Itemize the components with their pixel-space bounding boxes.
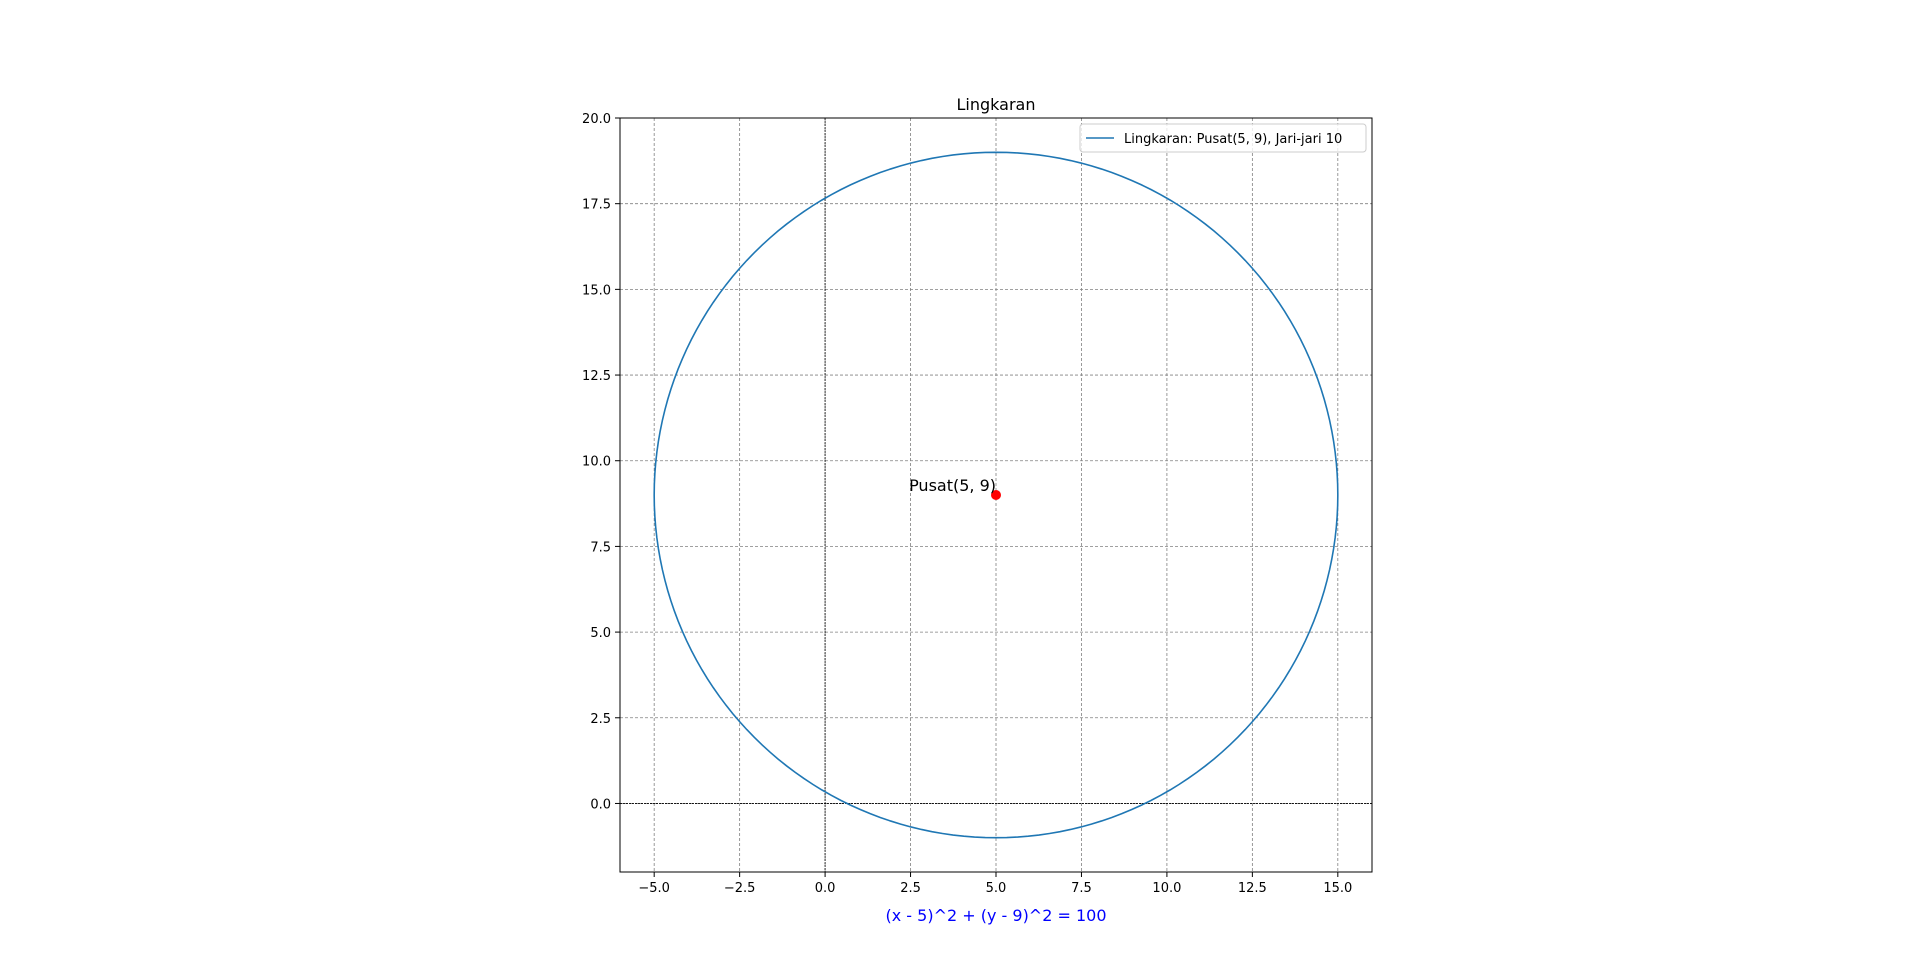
x-tick-label: 12.5 [1238, 881, 1267, 896]
x-tick-label: 2.5 [900, 881, 921, 896]
ticks-layer: −5.0 −2.5 0.0 2.5 5.0 7.5 10.0 12.5 15.0 0.0 2.5 5.… [582, 112, 1352, 896]
chart-title: Lingkaran [957, 95, 1036, 114]
center-annotation: Pusat(5, 9) [909, 476, 996, 495]
legend-box [1079, 123, 1367, 153]
y-tick-label: 10.0 [582, 455, 611, 470]
x-tick-label: 15.0 [1323, 881, 1352, 896]
center-point [991, 490, 1001, 500]
y-tick-label: 0.0 [590, 797, 611, 812]
y-tick-label: 5.0 [590, 626, 611, 641]
grid-lines [620, 117, 1372, 872]
y-tick-label: 12.5 [582, 369, 611, 384]
legend: Lingkaran: Pusat(5, 9), Jari-jari 10 [1079, 123, 1367, 153]
series-layer [653, 151, 1339, 839]
y-tick-label: 17.5 [582, 198, 611, 213]
points-layer [991, 490, 1001, 500]
y-tick-label: 2.5 [590, 712, 611, 727]
x-tick-label: 7.5 [1071, 881, 1092, 896]
y-tick-label: 7.5 [590, 540, 611, 555]
equation-text: (x - 5)^2 + (y - 9)^2 = 100 [885, 906, 1106, 925]
circle-series-line [653, 151, 1339, 839]
x-tick-label: 5.0 [986, 881, 1007, 896]
x-tick-label: 10.0 [1152, 881, 1181, 896]
y-tick-label: 15.0 [582, 283, 611, 298]
legend-label: Lingkaran: Pusat(5, 9), Jari-jari 10 [1124, 132, 1342, 147]
reference-lines [620, 118, 1372, 872]
x-tick-label: −5.0 [638, 881, 670, 896]
y-tick-label: 20.0 [582, 112, 611, 127]
x-tick-label: −2.5 [724, 881, 756, 896]
x-tick-label: 0.0 [815, 881, 836, 896]
